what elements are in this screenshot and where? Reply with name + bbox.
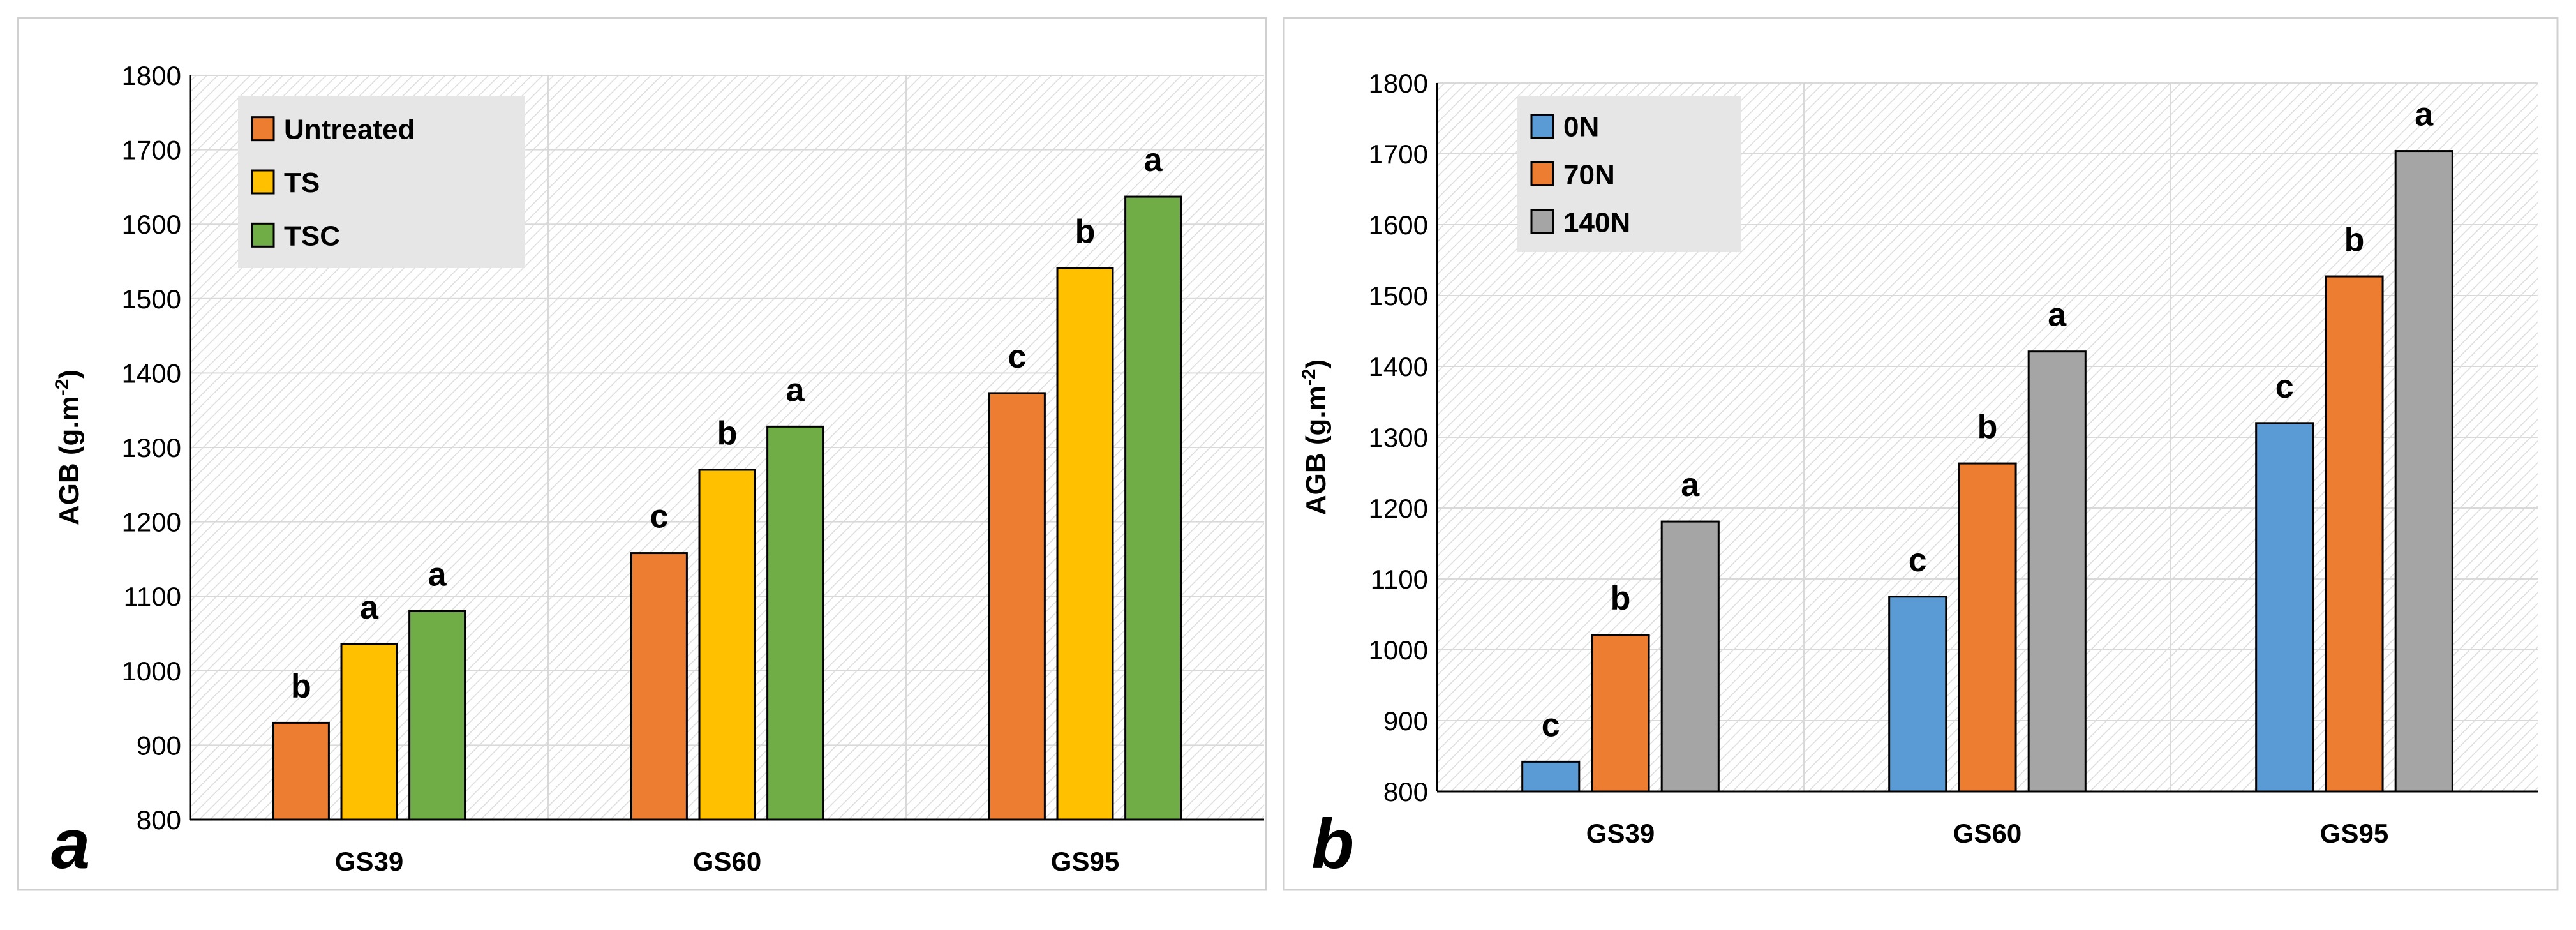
y-tick-label: 800 xyxy=(137,805,181,835)
significance-letter: a xyxy=(2415,96,2434,133)
y-axis-label: AGB (g.m-2) xyxy=(1299,359,1332,515)
x-tick-label: GS60 xyxy=(693,846,761,876)
significance-letter: b xyxy=(2344,221,2365,259)
y-axis-label-close: ) xyxy=(54,370,85,379)
legend-label: TS xyxy=(284,167,320,199)
y-axis-label-text: AGB (g.m xyxy=(1300,386,1332,515)
x-tick-label: GS60 xyxy=(1953,818,2021,848)
legend-swatch xyxy=(1530,209,1554,234)
y-tick-label: 1400 xyxy=(122,358,181,388)
legend-box xyxy=(238,96,525,268)
bar xyxy=(1888,596,1947,793)
significance-letter: c xyxy=(1909,542,1927,579)
x-tick-label: GS95 xyxy=(1051,846,1119,876)
significance-letter: a xyxy=(1681,467,1700,504)
bar xyxy=(340,643,398,821)
y-tick-label: 1000 xyxy=(1369,635,1428,665)
significance-letter: c xyxy=(1542,707,1560,744)
bar xyxy=(1056,267,1114,821)
legend-label: 0N xyxy=(1563,112,1599,143)
significance-letter: c xyxy=(1008,338,1026,375)
significance-letter: b xyxy=(291,668,311,705)
significance-letter: c xyxy=(2275,368,2294,405)
y-tick-label: 1600 xyxy=(1369,210,1428,240)
y-tick-label: 1300 xyxy=(122,433,181,463)
bar xyxy=(2027,350,2087,793)
y-tick-label: 1600 xyxy=(122,209,181,239)
legend-label: TSC xyxy=(284,220,340,251)
y-tick-label: 1700 xyxy=(122,135,181,165)
x-tick-label: GS95 xyxy=(2320,818,2388,848)
y-axis-label-superscript: -2 xyxy=(1299,369,1320,386)
bar xyxy=(1958,462,2017,793)
legend-label: Untreated xyxy=(284,114,415,146)
bar xyxy=(2394,150,2453,793)
significance-letter: b xyxy=(1977,409,1998,446)
bar xyxy=(272,721,330,821)
legend-swatch xyxy=(251,116,275,142)
legend-label: 140N xyxy=(1563,207,1630,239)
bar xyxy=(766,425,824,821)
y-tick-label: 1100 xyxy=(124,581,181,611)
y-tick-label: 1500 xyxy=(1369,281,1428,311)
bar xyxy=(408,610,466,821)
y-tick-label: 900 xyxy=(137,730,181,760)
panel-b: 800 900 1000 1100 1200 1300 1400 1500 1600 1700 18… xyxy=(1283,17,2559,891)
y-tick-label: 900 xyxy=(1383,706,1428,736)
significance-letter: c xyxy=(650,499,668,536)
y-tick-label: 1200 xyxy=(1369,493,1428,523)
y-tick-label: 1100 xyxy=(1371,564,1428,594)
y-axis-label-text: AGB (g.m xyxy=(54,396,85,525)
bar xyxy=(698,469,756,821)
significance-letter: b xyxy=(1611,580,1631,617)
y-axis-label: AGB (g.m-2) xyxy=(52,370,86,525)
y-axis-label-close: ) xyxy=(1300,359,1332,369)
significance-letter: b xyxy=(1075,213,1096,250)
significance-letter: b xyxy=(717,415,738,452)
bar xyxy=(1591,634,1650,793)
panel-label: a xyxy=(51,805,90,883)
bar xyxy=(2325,275,2384,793)
y-tick-label: 1400 xyxy=(1369,352,1428,382)
y-tick-label: 1700 xyxy=(1369,139,1428,169)
panel-a: 800 900 1000 1100 1200 1300 1400 1500 1600 1700 18… xyxy=(17,17,1267,891)
y-tick-label: 1500 xyxy=(122,284,181,314)
bar xyxy=(988,392,1046,821)
y-tick-label: 800 xyxy=(1383,777,1428,807)
x-tick-label: GS39 xyxy=(1586,818,1655,848)
y-axis-label-superscript: -2 xyxy=(52,379,73,396)
significance-letter: a xyxy=(2048,297,2067,334)
bar xyxy=(2255,422,2314,793)
bar xyxy=(1124,195,1182,821)
significance-letter: a xyxy=(360,589,379,626)
legend-label: 70N xyxy=(1563,160,1615,191)
y-tick-label: 1200 xyxy=(122,507,181,537)
bar xyxy=(1521,760,1581,793)
legend-swatch xyxy=(251,169,275,195)
y-tick-label: 1800 xyxy=(1369,68,1428,98)
bar xyxy=(1660,520,1720,793)
bar xyxy=(630,552,688,821)
x-tick-label: GS39 xyxy=(335,846,403,876)
significance-letter: a xyxy=(428,557,447,594)
y-tick-label: 1000 xyxy=(122,656,181,686)
legend-box xyxy=(1517,96,1741,252)
legend-swatch xyxy=(1530,161,1554,186)
legend-swatch xyxy=(251,222,275,248)
significance-letter: a xyxy=(786,371,805,409)
y-tick-label: 1300 xyxy=(1369,423,1428,453)
legend-swatch xyxy=(1530,114,1554,139)
significance-letter: a xyxy=(1144,142,1163,179)
y-tick-label: 1800 xyxy=(122,61,181,91)
panel-label: b xyxy=(1311,805,1354,883)
